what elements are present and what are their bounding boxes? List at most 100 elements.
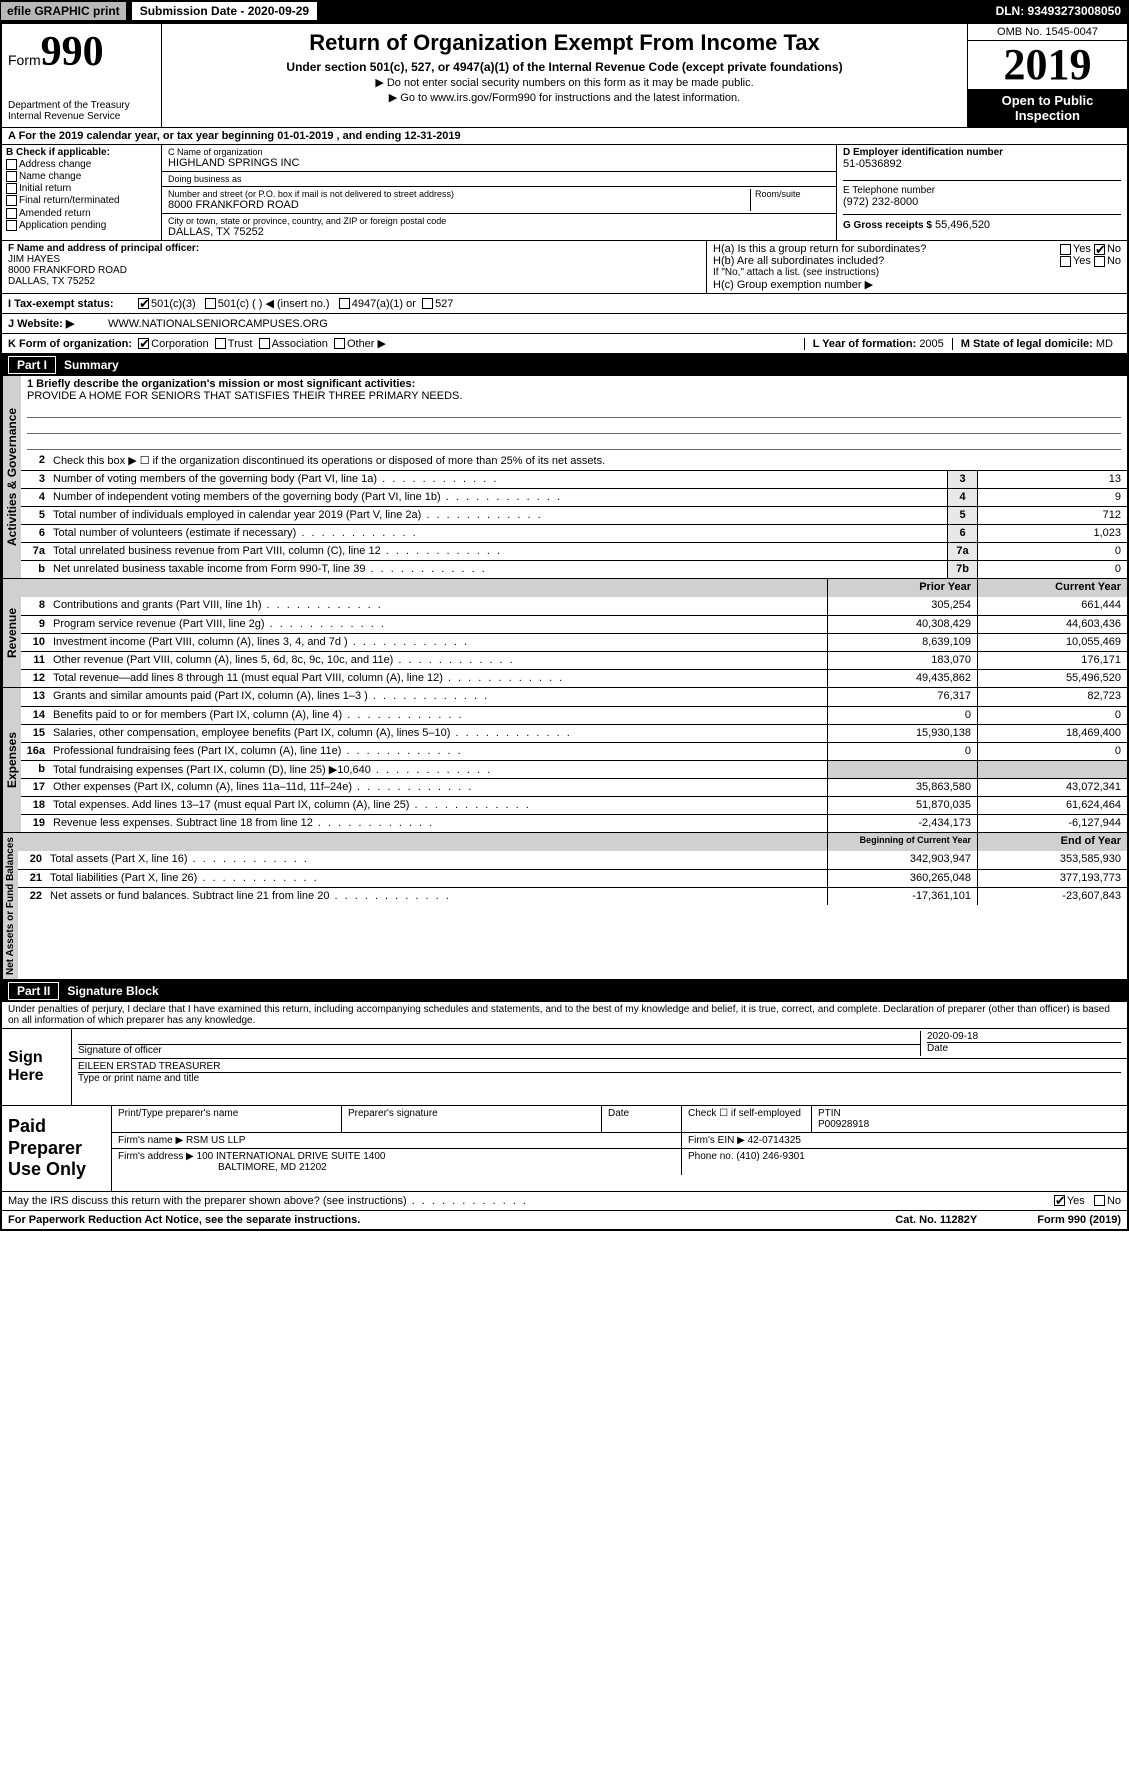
check-trust[interactable] <box>215 338 226 349</box>
line-22: 22 Net assets or fund balances. Subtract… <box>18 887 1127 905</box>
signature-section: Sign Here Signature of officer 2020-09-1… <box>2 1029 1127 1106</box>
part-2-header: Part II Signature Block <box>2 980 1127 1002</box>
signature-date: 2020-09-18 <box>927 1031 1121 1043</box>
tax-year: 2019 <box>968 41 1127 89</box>
submission-date: Submission Date - 2020-09-29 <box>131 1 318 21</box>
line-3: 3 Number of voting members of the govern… <box>21 470 1127 488</box>
firm-addr: 100 INTERNATIONAL DRIVE SUITE 1400 <box>197 1151 386 1162</box>
k-form-of-org: K Form of organization: Corporation Trus… <box>2 334 1127 354</box>
line-15: 15 Salaries, other compensation, employe… <box>21 724 1127 742</box>
row-a-tax-year: A For the 2019 calendar year, or tax yea… <box>2 128 1127 145</box>
footer-row: For Paperwork Reduction Act Notice, see … <box>2 1211 1127 1229</box>
firm-ein: 42-0714325 <box>748 1135 801 1146</box>
line-11: 11 Other revenue (Part VIII, column (A),… <box>21 651 1127 669</box>
check-other[interactable] <box>334 338 345 349</box>
penalty-statement: Under penalties of perjury, I declare th… <box>2 1002 1127 1029</box>
form-footer-label: Form 990 (2019) <box>1037 1214 1121 1226</box>
line-19: 19 Revenue less expenses. Subtract line … <box>21 814 1127 832</box>
top-bar: efile GRAPHIC print Submission Date - 20… <box>0 0 1129 22</box>
line-18: 18 Total expenses. Add lines 13–17 (must… <box>21 796 1127 814</box>
firm-ein-label: Firm's EIN ▶ <box>688 1135 745 1146</box>
form-num: 990 <box>41 29 104 75</box>
h-group-return: H(a) Is this a group return for subordin… <box>707 241 1127 293</box>
line-b: b Total fundraising expenses (Part IX, c… <box>21 760 1127 778</box>
firm-phone-label: Phone no. <box>688 1151 734 1162</box>
firm-city: BALTIMORE, MD 21202 <box>118 1162 675 1173</box>
check-501c3[interactable] <box>138 298 149 309</box>
c-address: Number and street (or P.O. box if mail i… <box>162 187 836 214</box>
section-expenses: Expenses 13 Grants and similar amounts p… <box>2 688 1127 833</box>
form-990-container: Form990 Department of the Treasury Inter… <box>0 22 1129 1231</box>
line-9: 9 Program service revenue (Part VIII, li… <box>21 615 1127 633</box>
b-checkboxes: B Check if applicable: Address change Na… <box>2 145 162 240</box>
signature-of-officer-label: Signature of officer <box>78 1045 920 1056</box>
net-header: Beginning of Current Year End of Year <box>18 833 1127 851</box>
check-501c[interactable] <box>205 298 216 309</box>
ptin-value: P00928918 <box>818 1119 1121 1130</box>
line-17: 17 Other expenses (Part IX, column (A), … <box>21 778 1127 796</box>
preparer-sig-hdr: Preparer's signature <box>342 1106 602 1132</box>
firm-addr-label: Firm's address ▶ <box>118 1151 194 1162</box>
line-14: 14 Benefits paid to or for members (Part… <box>21 706 1127 724</box>
efile-button[interactable]: efile GRAPHIC print <box>0 1 127 21</box>
tab-revenue: Revenue <box>2 579 21 687</box>
line-12: 12 Total revenue—add lines 8 through 11 … <box>21 669 1127 687</box>
paid-preparer-section: Paid Preparer Use Only Print/Type prepar… <box>2 1106 1127 1192</box>
irs-discuss-row: May the IRS discuss this return with the… <box>2 1192 1127 1211</box>
tab-governance: Activities & Governance <box>2 376 21 578</box>
discuss-no[interactable] <box>1094 1195 1105 1206</box>
firm-name: RSM US LLP <box>186 1135 245 1146</box>
form-label: Form <box>8 52 41 68</box>
cat-no: Cat. No. 11282Y <box>895 1214 977 1226</box>
section-net-assets: Net Assets or Fund Balances Beginning of… <box>2 833 1127 980</box>
line-5: 5 Total number of individuals employed i… <box>21 506 1127 524</box>
dln-label: DLN: 93493273008050 <box>996 4 1129 18</box>
line-21: 21 Total liabilities (Part X, line 26) 3… <box>18 869 1127 887</box>
check-application-pending[interactable]: Application pending <box>6 220 157 231</box>
d-ein: D Employer identification number 51-0536… <box>843 147 1121 181</box>
ptin-label: PTIN <box>818 1108 1121 1119</box>
form-header: Form990 Department of the Treasury Inter… <box>2 24 1127 128</box>
section-revenue: Revenue Prior Year Current Year 8 Contri… <box>2 579 1127 688</box>
check-corporation[interactable] <box>138 338 149 349</box>
discuss-yes[interactable] <box>1054 1195 1065 1206</box>
revenue-header: Prior Year Current Year <box>21 579 1127 597</box>
b-title: B Check if applicable: <box>6 147 157 158</box>
section-b-c-d: B Check if applicable: Address change Na… <box>2 145 1127 241</box>
form-title: Return of Organization Exempt From Incom… <box>168 30 961 56</box>
line-b: b Net unrelated business taxable income … <box>21 560 1127 578</box>
check-527[interactable] <box>422 298 433 309</box>
line-20: 20 Total assets (Part X, line 16) 342,90… <box>18 851 1127 869</box>
form-number: Form990 <box>8 28 155 76</box>
sign-here-label: Sign Here <box>2 1029 72 1105</box>
check-amended-return[interactable]: Amended return <box>6 208 157 219</box>
mission-block: 1 Briefly describe the organization's mi… <box>21 376 1127 452</box>
line-8: 8 Contributions and grants (Part VIII, l… <box>21 597 1127 615</box>
line-7a: 7a Total unrelated business revenue from… <box>21 542 1127 560</box>
check-address-change[interactable]: Address change <box>6 159 157 170</box>
check-4947[interactable] <box>339 298 350 309</box>
check-association[interactable] <box>259 338 270 349</box>
check-final-return[interactable]: Final return/terminated <box>6 195 157 206</box>
line-13: 13 Grants and similar amounts paid (Part… <box>21 688 1127 706</box>
line-2: 2Check this box ▶ ☐ if the organization … <box>21 452 1127 470</box>
line-16a: 16a Professional fundraising fees (Part … <box>21 742 1127 760</box>
j-website: J Website: ▶ WWW.NATIONALSENIORCAMPUSES.… <box>2 314 1127 334</box>
e-phone: E Telephone number (972) 232-8000 <box>843 185 1121 215</box>
tab-expenses: Expenses <box>2 688 21 832</box>
form-subtitle-3: ▶ Go to www.irs.gov/Form990 for instruct… <box>168 91 961 104</box>
f-principal-officer: F Name and address of principal officer:… <box>2 241 707 293</box>
paid-preparer-label: Paid Preparer Use Only <box>2 1106 112 1191</box>
paperwork-notice: For Paperwork Reduction Act Notice, see … <box>8 1214 360 1226</box>
preparer-date-hdr: Date <box>602 1106 682 1132</box>
check-name-change[interactable]: Name change <box>6 171 157 182</box>
line-4: 4 Number of independent voting members o… <box>21 488 1127 506</box>
line-6: 6 Total number of volunteers (estimate i… <box>21 524 1127 542</box>
self-employed-check[interactable]: Check ☐ if self-employed <box>682 1106 812 1132</box>
check-initial-return[interactable]: Initial return <box>6 183 157 194</box>
firm-phone: (410) 246-9301 <box>736 1151 804 1162</box>
form-subtitle-2: ▶ Do not enter social security numbers o… <box>168 76 961 89</box>
inspection-label: Open to Public Inspection <box>968 89 1127 127</box>
website-url[interactable]: WWW.NATIONALSENIORCAMPUSES.ORG <box>108 318 328 330</box>
department-label: Department of the Treasury Internal Reve… <box>8 100 155 122</box>
